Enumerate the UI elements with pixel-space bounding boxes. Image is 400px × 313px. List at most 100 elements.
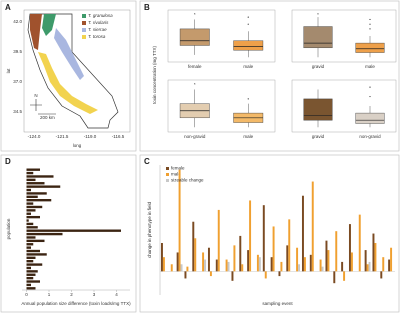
legend-label: T. rivularis xyxy=(88,20,109,25)
bar xyxy=(26,253,47,256)
bar xyxy=(209,271,212,277)
bar xyxy=(270,257,273,272)
box xyxy=(179,28,210,46)
y-tick-label: 39.5 xyxy=(13,49,22,54)
bar xyxy=(26,283,31,287)
x-tick-label: female xyxy=(188,64,202,69)
legend-label: T. torosa xyxy=(88,34,106,39)
scale-label: 200 km xyxy=(40,115,55,120)
y-tick-label: 34.5 xyxy=(13,109,22,114)
bar xyxy=(178,169,181,272)
annotation: * xyxy=(194,12,196,17)
y-tick-label: 42.0 xyxy=(13,19,22,24)
bar xyxy=(311,181,314,272)
bar xyxy=(390,247,393,272)
bar xyxy=(319,259,322,272)
bar xyxy=(301,195,304,272)
legend-swatch xyxy=(82,28,86,32)
range-granulosa xyxy=(42,14,56,36)
bar xyxy=(26,276,34,280)
x-tick-label: non-gravid xyxy=(184,134,206,139)
bar xyxy=(325,240,328,272)
bar xyxy=(26,243,34,246)
bar xyxy=(348,224,351,272)
bar xyxy=(225,259,228,272)
bar xyxy=(227,261,230,272)
legend-swatch xyxy=(166,167,169,170)
bar xyxy=(256,254,259,272)
y-axis-label: toxin concentration (mg TTX) xyxy=(152,46,157,104)
legend-label: sizeable change xyxy=(171,178,204,183)
bar xyxy=(233,245,236,272)
bar xyxy=(298,264,301,272)
bar xyxy=(26,246,31,249)
legend-label: female xyxy=(171,166,185,171)
bar xyxy=(327,250,330,272)
outlier xyxy=(369,23,371,25)
bar xyxy=(296,247,299,272)
legend-swatch xyxy=(82,35,86,39)
x-tick-label: 4 xyxy=(115,292,118,297)
bar xyxy=(192,221,195,272)
legend-label: male xyxy=(171,172,181,177)
x-tick-label: 2 xyxy=(70,292,73,297)
bar xyxy=(26,260,34,263)
outlier xyxy=(247,98,249,100)
map: A 200 km N long lat xyxy=(5,3,131,148)
x-axis-label: long xyxy=(73,143,82,148)
legend-swatch xyxy=(82,21,86,25)
range-sierrae xyxy=(54,28,84,80)
bar xyxy=(249,200,252,272)
map-frame xyxy=(23,9,131,133)
legend-swatch xyxy=(166,173,169,176)
plot-frame xyxy=(167,9,276,63)
state-outline xyxy=(27,13,119,129)
bar xyxy=(343,271,346,281)
box xyxy=(355,112,385,124)
bar xyxy=(170,264,173,272)
outlier xyxy=(369,95,371,98)
x-tick-label: gravid xyxy=(312,64,325,69)
x-tick-label: male xyxy=(243,134,253,139)
bar xyxy=(26,270,38,273)
x-axis-label: Annual population size difference (toxin… xyxy=(21,301,131,306)
y-axis-label: lat xyxy=(6,68,11,74)
bar xyxy=(26,192,47,195)
annotation: * xyxy=(194,82,196,87)
plot-frame xyxy=(291,9,397,63)
bar xyxy=(26,178,36,182)
bar xyxy=(217,209,220,272)
bar xyxy=(26,168,40,171)
bar xyxy=(366,264,369,272)
bar xyxy=(202,252,205,272)
panel-label: A xyxy=(5,3,11,12)
bar xyxy=(26,212,31,215)
x-tick-label: -119.0 xyxy=(84,134,97,139)
bar xyxy=(350,252,353,272)
x-axis-label: sampling event xyxy=(262,301,293,306)
panel-label: C xyxy=(144,157,150,166)
box xyxy=(303,98,333,121)
bar xyxy=(26,287,36,290)
bar xyxy=(272,226,275,272)
bar xyxy=(241,264,244,272)
y-axis-label: population xyxy=(6,218,11,239)
bar xyxy=(335,231,338,272)
range-torosa xyxy=(38,52,98,114)
bar xyxy=(26,188,31,192)
bar xyxy=(239,235,242,272)
bar xyxy=(247,250,250,272)
bar xyxy=(264,271,267,279)
legend-label: T. sierrae xyxy=(88,27,107,32)
compass-label: N xyxy=(34,93,37,98)
bar xyxy=(382,257,385,272)
legend-swatch xyxy=(82,14,86,18)
bar xyxy=(26,182,45,185)
x-tick-label: -121.5 xyxy=(56,134,69,139)
bar xyxy=(26,229,121,232)
panel-label: D xyxy=(5,157,11,166)
bar xyxy=(26,256,36,259)
bar xyxy=(278,271,281,277)
bar xyxy=(26,175,54,178)
